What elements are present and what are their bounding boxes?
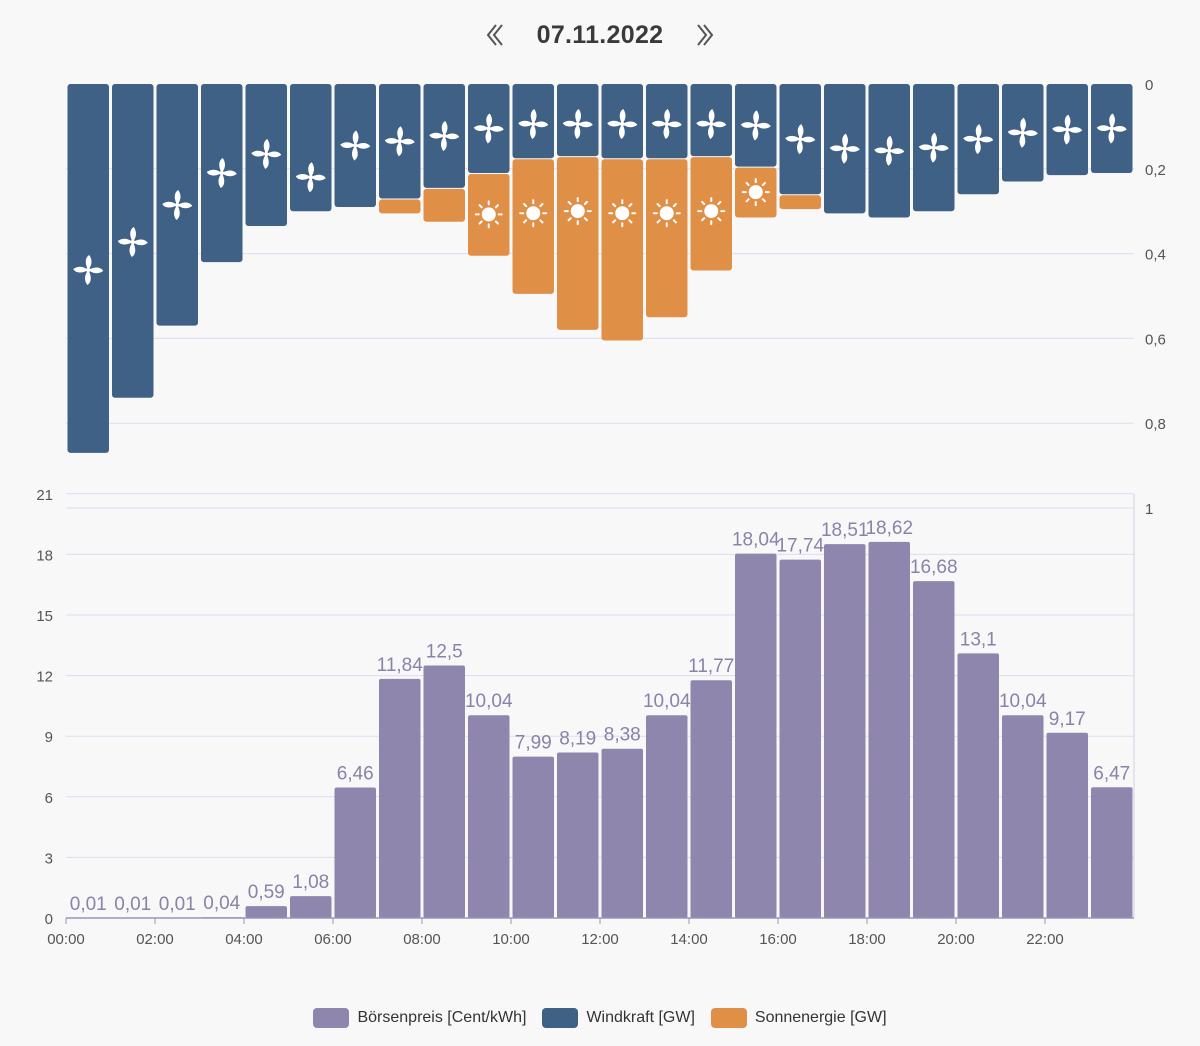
x-axis-tick-label: 14:00 xyxy=(670,931,708,948)
legend-label-price: Börsenpreis [Cent/kWh] xyxy=(357,1009,526,1027)
wind-bar[interactable] xyxy=(290,84,332,211)
price-data-label: 8,38 xyxy=(604,725,641,746)
price-data-label: 18,04 xyxy=(732,530,780,551)
price-data-label: 9,17 xyxy=(1049,709,1086,730)
price-bar[interactable] xyxy=(1047,733,1089,918)
price-data-label: 0,59 xyxy=(248,882,285,903)
price-bar[interactable] xyxy=(602,749,644,918)
price-bar[interactable] xyxy=(646,715,688,918)
price-bar[interactable] xyxy=(379,679,421,918)
price-data-label: 8,19 xyxy=(559,729,596,750)
energy-axis-tick-label: 1 xyxy=(1145,501,1153,518)
price-axis-tick-label: 21 xyxy=(36,487,53,504)
price-axis-tick-label: 3 xyxy=(45,850,53,867)
x-axis-tick-label: 06:00 xyxy=(314,931,352,948)
price-axis-tick-label: 0 xyxy=(45,911,53,928)
x-axis-tick-label: 16:00 xyxy=(759,931,797,948)
x-axis-tick-label: 22:00 xyxy=(1026,931,1064,948)
legend-item-wind[interactable]: Windkraft [GW] xyxy=(542,1008,694,1028)
price-bar[interactable] xyxy=(780,560,822,918)
x-axis-tick-label: 02:00 xyxy=(136,931,174,948)
energy-axis-tick-label: 0 xyxy=(1145,77,1153,94)
price-axis: 0 3 6 9 12 15 18 21 xyxy=(36,487,53,928)
price-bar[interactable] xyxy=(1002,715,1044,918)
x-axis-tick-label: 10:00 xyxy=(492,931,530,948)
energy-axis-tick-label: 0,4 xyxy=(1145,247,1166,264)
solar-bar[interactable] xyxy=(424,189,466,222)
price-bar[interactable] xyxy=(468,715,510,918)
energy-axis: 0 0,2 0,4 0,6 0,8 1 xyxy=(1145,77,1166,518)
legend-label-solar: Sonnenergie [GW] xyxy=(755,1009,887,1027)
price-data-label: 18,62 xyxy=(865,518,913,539)
solar-bar[interactable] xyxy=(602,159,644,340)
energy-axis-tick-label: 0,2 xyxy=(1145,162,1166,179)
price-data-label: 17,74 xyxy=(776,536,824,557)
price-bar[interactable] xyxy=(424,666,466,919)
price-data-label: 10,04 xyxy=(643,691,691,712)
price-data-label: 11,84 xyxy=(377,655,424,676)
legend-swatch-price xyxy=(313,1008,349,1028)
price-data-label: 13,1 xyxy=(960,629,997,650)
x-axis-tick-label: 08:00 xyxy=(403,931,441,948)
price-data-label: 6,47 xyxy=(1093,763,1130,784)
price-data-label: 0,01 xyxy=(114,894,151,915)
price-data-label: 16,68 xyxy=(910,557,958,578)
price-bar[interactable] xyxy=(869,542,911,918)
price-axis-tick-label: 12 xyxy=(36,669,53,686)
x-axis-tick-label: 04:00 xyxy=(225,931,263,948)
time-axis: 00:00 02:00 04:00 06:00 08:00 10:00 12:00 14:00… xyxy=(47,918,1064,948)
price-bar[interactable] xyxy=(913,581,955,918)
energy-axis-tick-label: 0,8 xyxy=(1145,416,1166,433)
price-data-label: 12,5 xyxy=(426,642,463,663)
price-data-label: 0,01 xyxy=(159,894,196,915)
price-axis-tick-label: 18 xyxy=(36,547,53,564)
x-axis-tick-label: 18:00 xyxy=(848,931,886,948)
price-data-label: 1,08 xyxy=(292,872,329,893)
x-axis-tick-label: 12:00 xyxy=(581,931,619,948)
price-bar[interactable] xyxy=(691,680,733,918)
x-axis-tick-label: 00:00 xyxy=(47,931,85,948)
x-axis-tick-label: 20:00 xyxy=(937,931,975,948)
price-axis-tick-label: 15 xyxy=(36,608,53,625)
legend-item-solar[interactable]: Sonnenergie [GW] xyxy=(711,1008,887,1028)
solar-bar[interactable] xyxy=(557,157,599,330)
price-data-label: 10,04 xyxy=(999,691,1047,712)
legend-swatch-wind xyxy=(542,1008,578,1028)
price-bar[interactable] xyxy=(335,788,377,918)
price-data-label: 6,46 xyxy=(337,764,374,785)
price-bar[interactable] xyxy=(246,906,288,918)
price-axis-tick-label: 6 xyxy=(45,790,53,807)
price-bar[interactable] xyxy=(513,757,555,918)
solar-bar[interactable] xyxy=(379,199,421,213)
solar-bar[interactable] xyxy=(646,159,688,317)
price-bar[interactable] xyxy=(557,753,599,918)
legend-swatch-solar xyxy=(711,1008,747,1028)
price-bar[interactable] xyxy=(290,896,332,918)
price-bar[interactable] xyxy=(958,653,1000,918)
price-data-label: 10,04 xyxy=(465,691,513,712)
price-data-label: 0,01 xyxy=(70,894,107,915)
price-data-label: 18,51 xyxy=(821,520,869,541)
price-bar[interactable] xyxy=(1091,787,1133,918)
price-data-label: 0,04 xyxy=(203,893,240,914)
chart-legend: Börsenpreis [Cent/kWh] Windkraft [GW] So… xyxy=(0,1004,1200,1032)
price-data-label: 7,99 xyxy=(515,733,552,754)
solar-bar[interactable] xyxy=(780,195,822,209)
energy-bars xyxy=(68,84,1133,453)
legend-item-price[interactable]: Börsenpreis [Cent/kWh] xyxy=(313,1008,526,1028)
price-data-label: 11,77 xyxy=(688,656,734,677)
price-axis-tick-label: 9 xyxy=(45,729,53,746)
legend-label-wind: Windkraft [GW] xyxy=(586,1009,694,1027)
energy-axis-tick-label: 0,6 xyxy=(1145,331,1166,348)
price-bar[interactable] xyxy=(824,544,866,918)
price-bar[interactable] xyxy=(735,554,777,918)
